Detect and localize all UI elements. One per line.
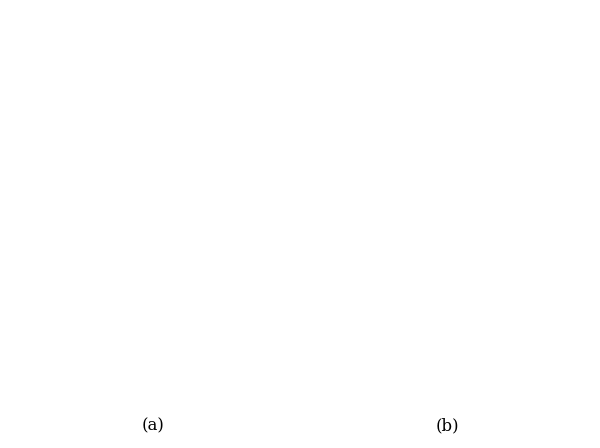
Text: (b): (b) — [435, 418, 459, 435]
Text: (a): (a) — [142, 418, 164, 435]
